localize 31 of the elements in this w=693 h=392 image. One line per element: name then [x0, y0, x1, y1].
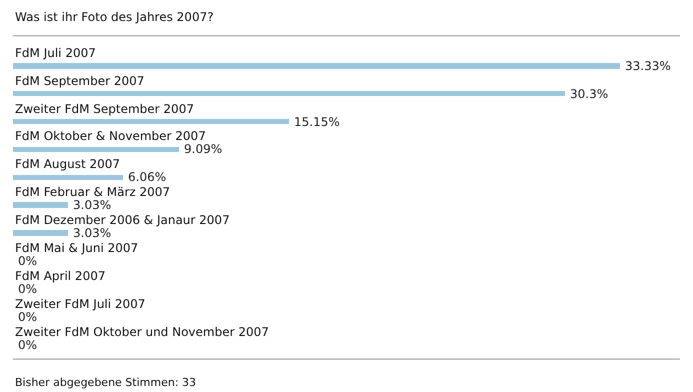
data-label: 6.06% — [128, 170, 166, 184]
data-label: 30.3% — [570, 87, 608, 101]
y-tick-label: FdM September 2007 — [15, 74, 144, 88]
bar — [13, 202, 68, 208]
bar — [13, 147, 179, 152]
data-label: 3.03% — [73, 226, 112, 240]
y-tick-label: Zweiter FdM Oktober und November 2007 — [15, 325, 269, 339]
y-tick-label: FdM Mai & Juni 2007 — [15, 241, 138, 255]
y-tick-label: Zweiter FdM Juli 2007 — [15, 297, 146, 311]
chart-title: Was ist ihr Foto des Jahres 2007? — [15, 10, 214, 24]
y-tick-label: FdM April 2007 — [15, 269, 106, 283]
bar — [13, 91, 565, 96]
data-label: 0% — [18, 310, 38, 324]
data-label: 9.09% — [184, 142, 222, 156]
bar — [13, 119, 289, 124]
data-label: 33.33% — [625, 59, 671, 73]
data-label: 3.03% — [73, 198, 112, 212]
y-tick-label: FdM August 2007 — [15, 157, 120, 171]
y-tick-label: Zweiter FdM September 2007 — [15, 102, 194, 116]
y-tick-label: FdM Februar & März 2007 — [15, 185, 170, 199]
data-label: 15.15% — [294, 115, 340, 129]
bar — [13, 175, 123, 180]
data-label: 0% — [18, 282, 38, 296]
bar — [13, 230, 68, 236]
y-tick-label: FdM Dezember 2006 & Janaur 2007 — [15, 213, 230, 227]
y-tick-label: FdM Oktober & November 2007 — [15, 129, 206, 143]
y-tick-label: FdM Juli 2007 — [15, 46, 96, 60]
data-label: 0% — [18, 254, 38, 268]
text: Bisher abgegebene Stimmen: 33 — [15, 376, 196, 389]
data-label: 0% — [18, 338, 38, 352]
bar — [13, 63, 620, 69]
